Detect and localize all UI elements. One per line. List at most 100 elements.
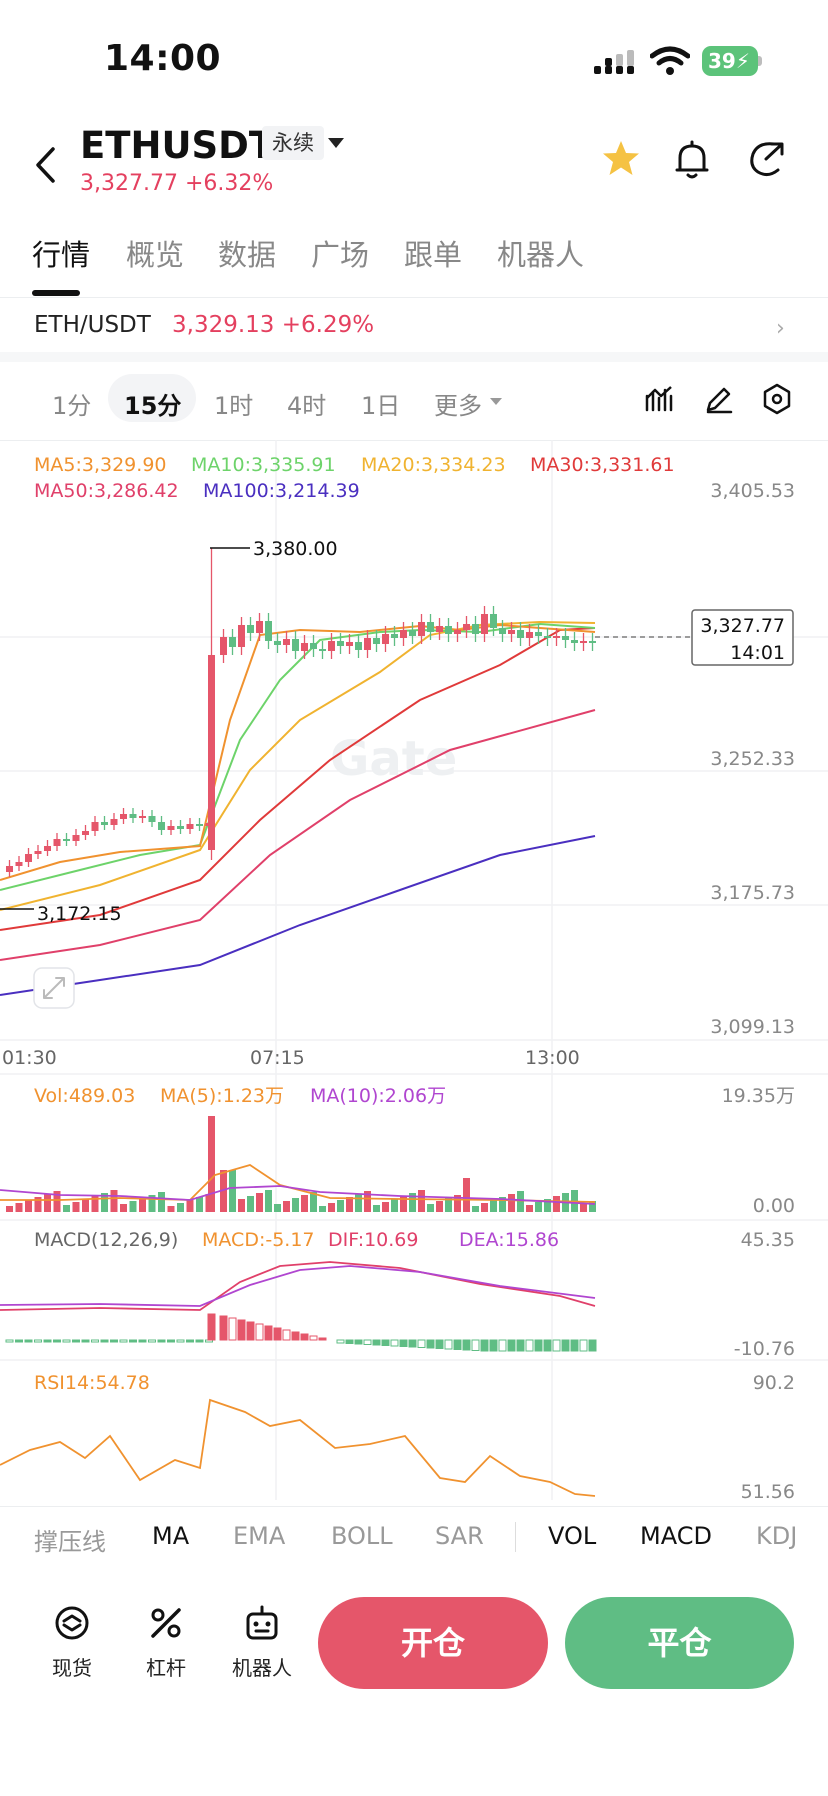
tab-copy-trading[interactable]: 跟单 <box>404 238 463 272</box>
dea-label: DEA:15.86 <box>459 1229 559 1251</box>
volume-bar <box>186 1200 194 1212</box>
rsi-label: RSI14:54.78 <box>34 1372 150 1394</box>
candle-body <box>553 636 560 638</box>
volume-bar <box>499 1197 506 1212</box>
macd-bar <box>408 1339 417 1348</box>
interval-15m[interactable]: 15分 <box>124 392 182 420</box>
settings-hexagon-icon[interactable] <box>762 383 792 415</box>
volume-bar <box>44 1194 51 1212</box>
candle-body <box>382 634 389 644</box>
candle-body <box>139 816 146 818</box>
vol-ma10-label: MA(10):2.06万 <box>310 1085 446 1107</box>
volume-bar <box>129 1201 137 1212</box>
indicator-boll[interactable]: BOLL <box>331 1522 393 1550</box>
candle-body <box>355 642 362 650</box>
symbol-dropdown-caret-icon[interactable] <box>328 138 344 148</box>
volume-bar <box>53 1191 61 1212</box>
kline-chart[interactable]: Gate MA5:3,329.90 MA10:3,335.91 MA20:3,3… <box>0 440 828 1508</box>
candle-body <box>346 642 353 646</box>
volume-bar <box>229 1170 236 1212</box>
alert-bell-icon[interactable] <box>674 140 710 180</box>
macd-axis-bottom: -10.76 <box>734 1338 795 1360</box>
candle-body <box>91 822 99 831</box>
macd-bar <box>426 1339 435 1349</box>
interval-1m[interactable]: 1分 <box>52 392 92 420</box>
back-arrow-icon[interactable] <box>34 146 56 184</box>
macd-bar <box>570 1339 579 1352</box>
indicator-kdj[interactable]: KDJ <box>756 1522 798 1550</box>
volume-bar <box>72 1202 80 1212</box>
tab-overview[interactable]: 概览 <box>126 238 185 272</box>
volume-bar <box>526 1205 533 1212</box>
candle-body <box>445 626 452 634</box>
ma100-line <box>0 835 596 996</box>
time-axis-2: 07:15 <box>250 1047 305 1069</box>
favorite-star-icon[interactable] <box>602 140 640 176</box>
interval-4h[interactable]: 4时 <box>287 392 327 420</box>
macd-bar <box>552 1339 561 1352</box>
macd-bar <box>453 1339 462 1350</box>
indicator-support-resistance[interactable]: 撑压线 <box>34 1528 106 1556</box>
candle-body <box>454 630 461 634</box>
spot-label: 现货 <box>52 1656 92 1680</box>
bottom-leverage-button[interactable]: 杠杆 <box>126 1604 206 1681</box>
ma100-label: MA100:3,214.39 <box>203 480 360 502</box>
candle-body <box>364 638 371 650</box>
volume-bar <box>409 1193 416 1212</box>
candle-body <box>409 630 416 636</box>
candle-body <box>25 854 32 862</box>
macd-bar <box>195 1339 204 1343</box>
macd-bar <box>246 1321 255 1341</box>
share-icon[interactable] <box>748 140 786 178</box>
symbol-title[interactable]: ETHUSDT <box>80 124 275 167</box>
bottom-bot-button[interactable]: 机器人 <box>222 1604 302 1681</box>
tab-data[interactable]: 数据 <box>218 238 277 272</box>
wifi-icon <box>650 46 690 75</box>
macd-bar <box>228 1317 237 1341</box>
tab-bots[interactable]: 机器人 <box>497 238 585 272</box>
interval-1d[interactable]: 1日 <box>361 392 401 420</box>
indicator-ma[interactable]: MA <box>152 1522 190 1550</box>
interval-divider <box>0 440 828 441</box>
vol-axis-top: 19.35万 <box>722 1085 795 1107</box>
volume-bar <box>310 1192 317 1212</box>
interval-more[interactable]: 更多 <box>434 392 482 420</box>
volume-bar <box>580 1204 587 1212</box>
macd-bar <box>309 1335 318 1341</box>
indicator-macd[interactable]: MACD <box>640 1522 712 1550</box>
draw-pen-icon[interactable] <box>704 384 734 414</box>
interval-1h[interactable]: 1时 <box>214 392 254 420</box>
candle-body <box>535 632 542 636</box>
close-position-button[interactable]: 平仓 <box>565 1597 794 1689</box>
candle-body <box>110 819 118 825</box>
candle-body <box>186 824 194 829</box>
indicator-ema[interactable]: EMA <box>233 1522 286 1550</box>
chart-type-icon[interactable] <box>644 384 674 414</box>
indicator-vol[interactable]: VOL <box>548 1522 597 1550</box>
macd-bar <box>462 1339 471 1351</box>
spot-pair-name[interactable]: ETH/USDT <box>34 312 151 338</box>
indicator-sar[interactable]: SAR <box>435 1522 484 1550</box>
volume-bar <box>391 1199 398 1212</box>
contract-type-badge[interactable]: 永续 <box>262 126 324 160</box>
macd-bar <box>390 1339 399 1347</box>
macd-bar <box>588 1339 597 1352</box>
macd-bar <box>219 1315 228 1341</box>
price-axis-2: 3,252.33 <box>710 748 795 770</box>
macd-bar <box>579 1339 588 1352</box>
tab-market[interactable]: 行情 <box>32 238 91 272</box>
macd-bar <box>119 1339 128 1343</box>
candle-body <box>129 814 137 818</box>
bottom-spot-button[interactable]: 现货 <box>32 1604 112 1681</box>
rsi-axis-bottom: 51.56 <box>741 1481 795 1503</box>
candle-body <box>526 632 533 638</box>
volume-bar <box>490 1200 497 1212</box>
open-position-button[interactable]: 开仓 <box>318 1597 548 1689</box>
chevron-right-icon[interactable]: › <box>776 316 785 341</box>
tab-square[interactable]: 广场 <box>311 238 370 272</box>
volume-bar <box>400 1196 407 1212</box>
candle-body <box>580 641 587 643</box>
candle-body <box>15 862 23 866</box>
rsi-line <box>0 1398 596 1497</box>
ma5-line <box>0 623 596 881</box>
